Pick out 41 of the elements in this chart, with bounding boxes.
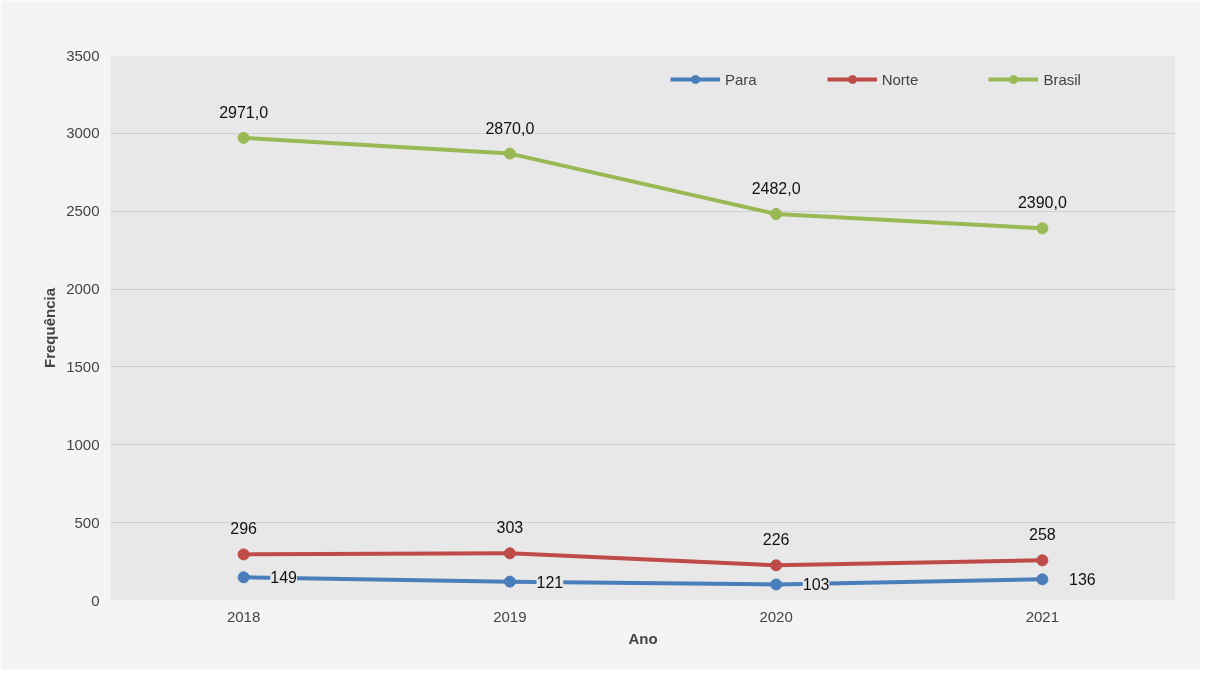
data-label: 258 <box>1029 526 1056 544</box>
legend-label: Para <box>725 70 757 88</box>
y-tick-label: 3000 <box>66 124 100 142</box>
point <box>1036 554 1049 567</box>
data-label: 149 <box>270 569 298 587</box>
data-label: 2390,0 <box>1017 194 1067 212</box>
x-axis-title: Ano <box>628 629 658 647</box>
y-tick-label: 2500 <box>66 202 100 220</box>
point <box>237 571 250 584</box>
legend-label: Norte <box>881 70 919 88</box>
data-label: 2870,0 <box>485 119 535 137</box>
x-tick-label: 2019 <box>493 607 527 625</box>
data-label: 103 <box>802 576 830 594</box>
data-label: 2971,0 <box>219 103 269 121</box>
data-label: 303 <box>496 519 524 537</box>
y-tick-label: 500 <box>74 513 100 531</box>
point <box>770 208 783 221</box>
y-tick-label: 2000 <box>66 280 100 298</box>
point <box>503 547 516 560</box>
point <box>237 131 250 144</box>
data-label: 136 <box>1069 571 1096 589</box>
data-label: 121 <box>536 573 564 591</box>
y-tick-label: 3500 <box>66 46 100 64</box>
legend-label: Brasil <box>1043 70 1081 88</box>
y-tick-label: 0 <box>91 591 100 609</box>
point <box>1036 573 1049 586</box>
point <box>503 147 516 160</box>
data-label: 296 <box>230 520 258 538</box>
point <box>237 548 250 561</box>
point <box>770 578 783 591</box>
y-axis-title: Frequência <box>41 287 59 369</box>
x-tick-label: 2021 <box>1025 607 1060 625</box>
x-tick-label: 2018 <box>226 607 261 625</box>
y-tick-label: 1000 <box>66 435 100 453</box>
data-label: 226 <box>762 531 790 549</box>
y-tick-label: 1500 <box>66 357 100 375</box>
point <box>1036 222 1049 235</box>
point <box>503 575 516 588</box>
x-tick-label: 2020 <box>759 607 793 625</box>
data-label: 2482,0 <box>751 180 801 198</box>
point <box>770 559 783 572</box>
